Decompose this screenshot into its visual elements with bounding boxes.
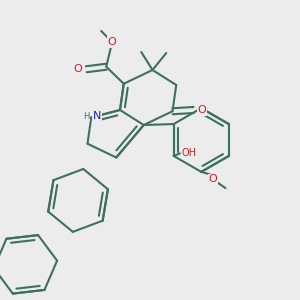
Text: O: O (107, 37, 116, 47)
Text: O: O (208, 174, 217, 184)
Text: H: H (83, 112, 89, 121)
Text: OH: OH (182, 148, 197, 158)
Text: N: N (93, 111, 101, 121)
Text: O: O (197, 105, 206, 115)
Text: O: O (74, 64, 82, 74)
